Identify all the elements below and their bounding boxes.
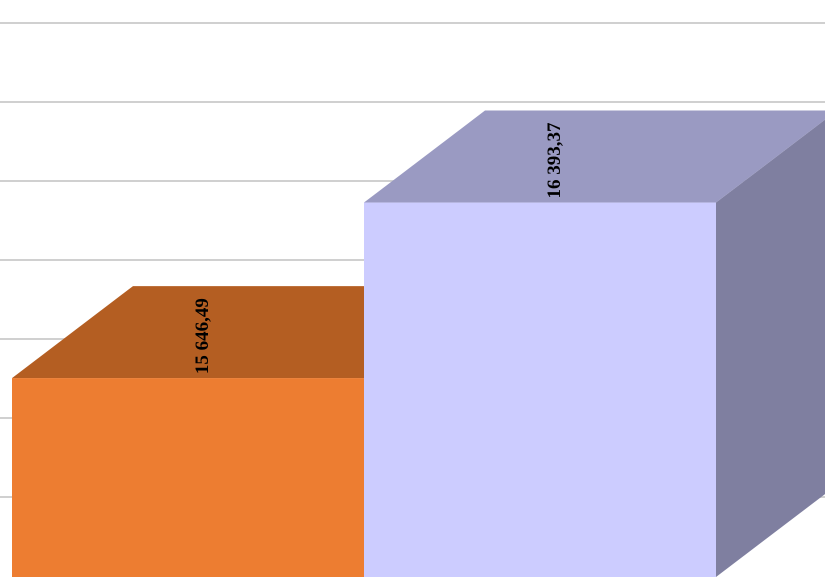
bar-top-face [364,110,825,203]
bars [12,110,825,577]
data-labels: 15 646,49 16 393,37 [192,122,565,374]
bar [364,110,825,577]
data-label: 16 393,37 [544,122,565,199]
bar-side-face [716,119,825,577]
bar-front-face [364,202,716,577]
data-label: 15 646,49 [192,298,213,374]
bar-front-face [12,378,364,577]
